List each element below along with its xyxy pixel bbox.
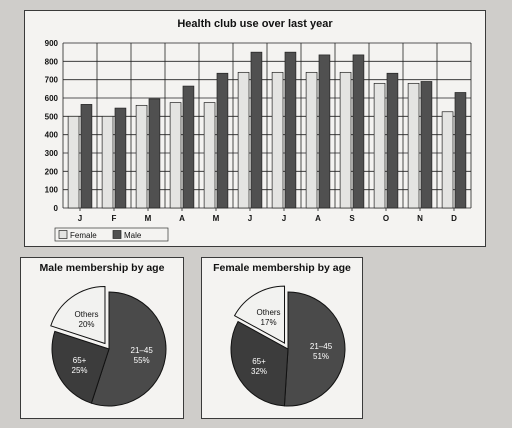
pie-slice-others bbox=[50, 285, 106, 345]
pie-value-others: 20% bbox=[79, 320, 95, 329]
legend-swatch-male bbox=[112, 230, 122, 239]
x-tick-label: S bbox=[349, 214, 355, 223]
y-tick-label: 600 bbox=[45, 94, 59, 103]
bar-male-6 bbox=[284, 51, 297, 209]
bar-male-7 bbox=[318, 54, 331, 209]
pie-value-2145: 51% bbox=[313, 352, 329, 361]
legend-swatch-female bbox=[58, 230, 68, 239]
pie-value-2145: 55% bbox=[134, 356, 150, 365]
male-pie-panel: Male membership by age Others 20% 21–45 55%… bbox=[20, 257, 184, 419]
pie-label-others: Others bbox=[257, 308, 281, 317]
bar-female-6 bbox=[271, 71, 284, 209]
pie-slice-65 bbox=[51, 330, 110, 404]
x-tick-label: J bbox=[248, 214, 252, 223]
legend-box bbox=[54, 227, 169, 242]
pie-label-65: 65+ bbox=[252, 357, 266, 366]
bar-chart: 0 100 200 300 400 500 600 700 800 900 J F M A M J J A S O N D… bbox=[45, 39, 472, 242]
female-pie-title: Female membership by age bbox=[213, 262, 351, 274]
x-tick-label: O bbox=[383, 214, 389, 223]
x-tick-label: F bbox=[112, 214, 117, 223]
bar-female-2 bbox=[135, 104, 148, 209]
bar-male-10 bbox=[420, 81, 433, 209]
pie-value-65: 32% bbox=[251, 367, 267, 376]
bar-male-0 bbox=[80, 104, 93, 209]
bar-female-7 bbox=[305, 71, 318, 209]
bar-male-8 bbox=[352, 54, 365, 209]
bar-male-2 bbox=[148, 98, 161, 209]
legend-label-male: Male bbox=[124, 231, 142, 240]
pie-slice-2145 bbox=[283, 291, 346, 407]
pie-label-65: 65+ bbox=[73, 356, 87, 365]
y-tick-label: 0 bbox=[54, 204, 59, 213]
bar-chart-panel: Health club use over last year 0 100 200 30… bbox=[24, 10, 486, 247]
x-tick-label: A bbox=[315, 214, 321, 223]
bar-male-11 bbox=[454, 92, 467, 209]
x-tick-label: N bbox=[417, 214, 423, 223]
bar-female-5 bbox=[237, 71, 250, 209]
bar-male-1 bbox=[114, 107, 127, 209]
bar-male-4 bbox=[216, 72, 229, 209]
y-tick-label: 500 bbox=[45, 112, 59, 121]
female-pie-panel: Female membership by age Others 17% 21–45 5… bbox=[201, 257, 363, 419]
pie-value-others: 17% bbox=[261, 318, 277, 327]
pie-slice-others bbox=[233, 285, 286, 344]
y-tick-label: 100 bbox=[45, 186, 59, 195]
pie-label-2145: 21–45 bbox=[131, 346, 154, 355]
x-tick-label: D bbox=[451, 214, 457, 223]
x-tick-label: M bbox=[145, 214, 152, 223]
x-tick-label: A bbox=[179, 214, 185, 223]
y-tick-label: 900 bbox=[45, 39, 59, 48]
legend: Female Male bbox=[54, 227, 169, 242]
bar-female-1 bbox=[101, 115, 114, 209]
bar-chart-title: Health club use over last year bbox=[177, 18, 333, 30]
bar-female-3 bbox=[169, 102, 182, 209]
bar-male-9 bbox=[386, 72, 399, 209]
pie-slice-2145 bbox=[90, 291, 167, 407]
bar-male-3 bbox=[182, 85, 195, 209]
x-tick-label: J bbox=[282, 214, 286, 223]
y-tick-label: 200 bbox=[45, 167, 59, 176]
male-pie-title: Male membership by age bbox=[39, 262, 165, 274]
y-tick-label: 400 bbox=[45, 131, 59, 140]
y-tick-label: 300 bbox=[45, 149, 59, 158]
bar-female-8 bbox=[339, 71, 352, 209]
bar-female-0 bbox=[67, 115, 80, 209]
pie-label-others: Others bbox=[75, 310, 99, 319]
y-tick-label: 700 bbox=[45, 76, 59, 85]
pie-value-65: 25% bbox=[72, 366, 88, 375]
bar-female-4 bbox=[203, 102, 216, 209]
x-tick-label: J bbox=[78, 214, 82, 223]
pie-slice-65 bbox=[230, 320, 289, 407]
bar-male-5 bbox=[250, 51, 263, 209]
bar-female-9 bbox=[373, 82, 386, 209]
legend-label-female: Female bbox=[70, 231, 97, 240]
bar-female-10 bbox=[407, 82, 420, 209]
bar-female-11 bbox=[441, 111, 454, 209]
pie-label-2145: 21–45 bbox=[310, 342, 333, 351]
x-tick-label: M bbox=[213, 214, 220, 223]
y-tick-label: 800 bbox=[45, 57, 59, 66]
